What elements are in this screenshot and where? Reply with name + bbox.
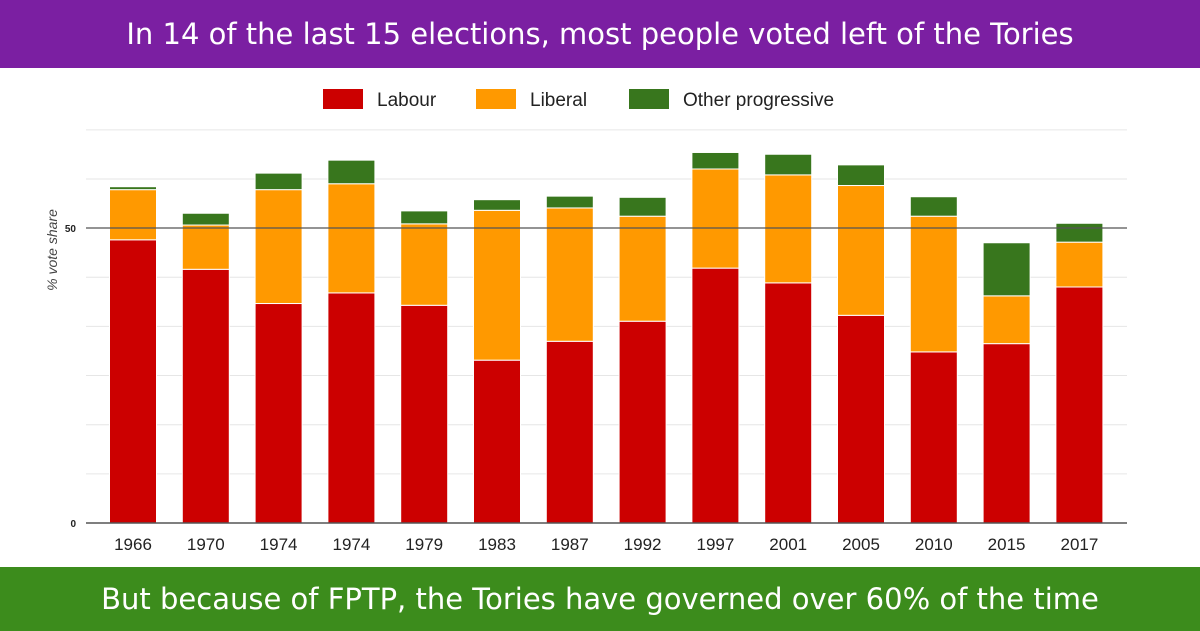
axes: 0 50 1966 1970 1974 1974 1979 1983 1987 1992 1997 2…: [65, 224, 1127, 554]
header-banner: In 14 of the last 15 elections, most peo…: [0, 0, 1200, 68]
bar-other: [1055, 222, 1104, 243]
x-tick-label: 2017: [1060, 535, 1098, 554]
y-axis-label: % vote share: [44, 209, 60, 291]
bar-other: [764, 153, 813, 176]
legend-swatch-other: [629, 89, 669, 109]
bar-other: [982, 242, 1031, 297]
bar-other: [327, 159, 376, 185]
bar-liberal: [109, 189, 157, 241]
x-tick-label: 1966: [114, 535, 152, 554]
bar-labour: [909, 351, 958, 524]
x-tick-label: 2001: [769, 535, 807, 554]
bar-other: [545, 195, 594, 209]
x-tick-label: 1974: [260, 535, 298, 554]
bar-labour: [473, 359, 521, 524]
bar-labour: [545, 340, 594, 524]
legend-label-liberal: Liberal: [530, 90, 587, 111]
x-tick-label: 1970: [187, 535, 225, 554]
bar-other: [691, 151, 740, 170]
x-tick-label: 1974: [332, 535, 370, 554]
legend-label-other: Other progressive: [683, 90, 834, 111]
legend-swatch-labour: [323, 89, 363, 109]
bar-labour: [691, 267, 740, 524]
bar-labour: [327, 292, 376, 524]
y-tick-label: 50: [65, 224, 77, 235]
bar-liberal: [1055, 241, 1104, 288]
bar-liberal: [327, 183, 376, 294]
y-tick-label: 0: [70, 519, 76, 530]
bar-liberal: [545, 207, 594, 342]
x-tick-label: 2010: [915, 535, 953, 554]
bar-other: [400, 210, 449, 225]
bar-labour: [109, 239, 157, 524]
grid: [86, 129, 1127, 475]
x-tick-label: 1992: [624, 535, 662, 554]
bar-other: [473, 199, 521, 211]
x-tick-label: 1997: [696, 535, 734, 554]
bar-other: [181, 212, 230, 226]
bar-liberal: [691, 168, 740, 269]
bar-other: [109, 186, 157, 191]
bar-other: [254, 172, 303, 191]
x-tick-label: 1983: [478, 535, 516, 554]
x-tick-label: 2015: [988, 535, 1026, 554]
bar-other: [909, 196, 958, 217]
bar-labour: [837, 314, 885, 524]
bar-labour: [181, 268, 230, 524]
bar-other: [618, 196, 667, 217]
x-tick-label: 1987: [551, 535, 589, 554]
bar-labour: [982, 343, 1031, 524]
bar-labour: [618, 320, 667, 524]
bar-liberal: [764, 174, 813, 284]
bar-labour: [1055, 286, 1104, 524]
bar-labour: [254, 303, 303, 524]
legend-swatch-liberal: [476, 89, 516, 109]
bars: [109, 151, 1104, 524]
bar-liberal: [181, 224, 230, 270]
footer-banner: But because of FPTP, the Tories have gov…: [0, 567, 1200, 631]
bar-liberal: [982, 295, 1031, 345]
bar-labour: [400, 304, 449, 524]
legend: Labour Liberal Other progressive: [323, 89, 834, 111]
bar-liberal: [909, 215, 958, 353]
legend-label-labour: Labour: [377, 90, 437, 111]
stacked-bar-chart: 0 50 1966 1970 1974 1974 1979 1983 1987 1992 1997 2…: [44, 89, 1127, 554]
bar-liberal: [473, 209, 521, 361]
bar-liberal: [254, 189, 303, 305]
bar-other: [837, 164, 885, 187]
bar-liberal: [837, 185, 885, 316]
x-tick-label: 1979: [405, 535, 443, 554]
bar-liberal: [618, 215, 667, 322]
x-tick-label: 2005: [842, 535, 880, 554]
bar-labour: [764, 282, 813, 524]
bar-liberal: [400, 223, 449, 306]
